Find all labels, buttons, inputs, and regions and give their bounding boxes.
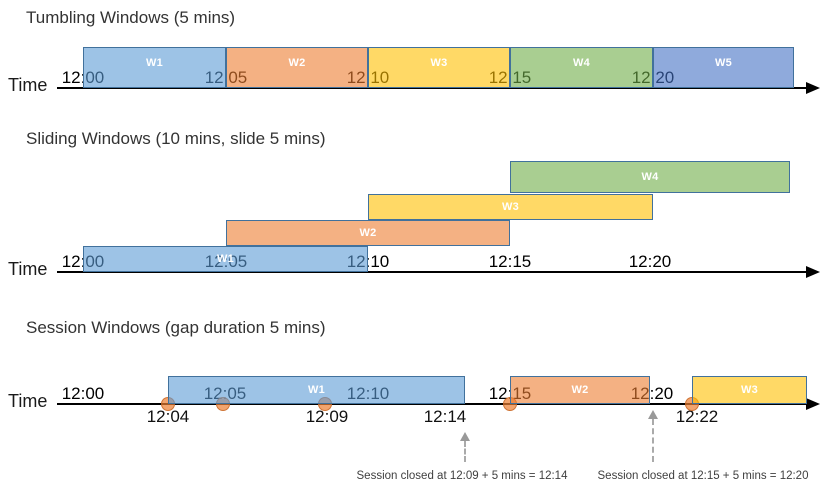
session-closed-annotation-w2: Session closed at 12:15 + 5 mins = 12:20 <box>597 470 809 482</box>
window-label: W1 <box>307 384 326 396</box>
event-time-label-1214: 12:14 <box>423 407 467 426</box>
session-timeline <box>57 403 808 405</box>
up-arrow-icon <box>460 432 470 441</box>
session-window-bar-w2: W2 <box>510 376 650 404</box>
session-section-title: Session Windows (gap duration 5 mins) <box>26 318 326 337</box>
session-tick-1200: 12:00 <box>61 384 105 403</box>
event-time-label-1222: 12:22 <box>675 407 719 426</box>
tumbling-section-title: Tumbling Windows (5 mins) <box>26 8 236 27</box>
window-label: W2 <box>359 227 377 239</box>
sliding-tick-1215: 12:15 <box>488 252 532 271</box>
window-label: W2 <box>288 57 306 69</box>
sliding-tick-1220: 12:20 <box>628 252 672 271</box>
tumbling-window-bar-w3: W3 <box>368 47 510 88</box>
window-label: W3 <box>501 201 520 213</box>
sliding-time-axis-label: Time <box>8 259 48 279</box>
session-window-bar-w1: W1 <box>168 376 465 404</box>
sliding-section-title: Sliding Windows (10 mins, slide 5 mins) <box>26 129 326 148</box>
window-label: W3 <box>430 57 448 69</box>
arrowhead-icon <box>806 266 820 278</box>
session-closed-annotation-w1: Session closed at 12:09 + 5 mins = 12:14 <box>356 470 568 482</box>
tumbling-window-bar-w1: W1 <box>83 47 226 88</box>
window-label: W5 <box>714 57 733 69</box>
up-arrow-dashed-line <box>652 419 654 462</box>
event-time-label-1209: 12:09 <box>305 407 349 426</box>
arrowhead-icon <box>806 82 820 94</box>
tumbling-window-bar-w5: W5 <box>653 47 794 88</box>
window-label: W1 <box>216 253 235 265</box>
sliding-window-bar-w4: W4 <box>510 161 790 193</box>
tumbling-window-bar-w4: W4 <box>510 47 653 88</box>
event-time-label-1204: 12:04 <box>146 407 190 426</box>
window-label: W4 <box>641 171 659 183</box>
arrowhead-icon <box>806 398 820 410</box>
sliding-window-bar-w1: W1 <box>83 246 368 272</box>
sliding-timeline <box>57 271 808 273</box>
session-window-bar-w3: W3 <box>692 376 807 404</box>
window-label: W3 <box>740 384 759 396</box>
tumbling-time-axis-label: Time <box>8 75 48 95</box>
sliding-window-bar-w2: W2 <box>226 220 510 246</box>
window-label: W1 <box>145 57 164 69</box>
tumbling-window-bar-w2: W2 <box>226 47 368 88</box>
window-label: W4 <box>572 57 591 69</box>
up-arrow-dashed-line <box>464 441 466 462</box>
sliding-window-bar-w3: W3 <box>368 194 653 220</box>
window-label: W2 <box>571 384 589 396</box>
session-time-axis-label: Time <box>8 391 48 411</box>
up-arrow-icon <box>648 410 658 419</box>
tumbling-timeline <box>57 87 808 89</box>
